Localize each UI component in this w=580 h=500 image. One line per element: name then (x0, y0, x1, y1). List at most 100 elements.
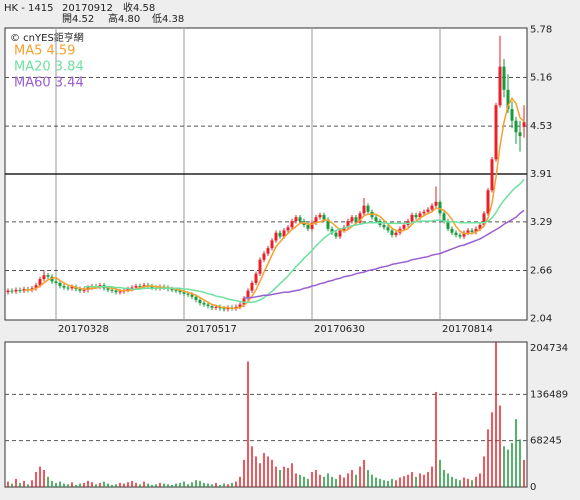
ma-line (84, 178, 525, 303)
candle-body (506, 89, 510, 110)
candle-body (314, 217, 318, 223)
candle-body (422, 211, 426, 214)
y-tick-label: 2.66 (530, 266, 552, 277)
volume-bar (295, 473, 297, 487)
volume-bar (175, 483, 177, 487)
volume-bar (263, 453, 265, 487)
volume-bar (83, 482, 85, 487)
candle-body (522, 122, 526, 127)
volume-bar (447, 473, 449, 487)
candle-body (214, 306, 218, 308)
volume-bar (67, 484, 69, 487)
candle-body (462, 232, 466, 237)
candle-body (46, 275, 50, 277)
candle-body (114, 290, 118, 293)
volume-bar (19, 482, 21, 487)
volume-bar (23, 480, 25, 487)
candle-body (186, 293, 190, 295)
candle-body (330, 228, 334, 233)
candle-body (454, 232, 458, 236)
candle-body (518, 132, 522, 137)
candle-body (298, 217, 302, 222)
volume-bar (159, 482, 161, 487)
volume-bar (91, 482, 93, 487)
candle-body (418, 213, 422, 218)
volume-bar (163, 483, 165, 487)
candle-body (178, 290, 182, 293)
volume-bar (291, 463, 293, 487)
candle-body (258, 259, 262, 274)
volume-bar (99, 482, 101, 487)
candle-body (54, 281, 58, 283)
ma-line (243, 209, 525, 300)
candle-body (502, 66, 506, 90)
volume-bar (475, 476, 477, 487)
candle-body (390, 230, 394, 236)
candle-body (66, 287, 70, 289)
low: 低4.38 (152, 12, 184, 25)
candle-body (490, 159, 494, 191)
volume-bar (455, 478, 457, 487)
volume-bar (187, 484, 189, 487)
candle-body (458, 235, 462, 237)
volume-bar (323, 476, 325, 487)
volume-bar (435, 391, 437, 487)
candle-body (174, 289, 178, 291)
volume-bar (235, 481, 237, 487)
y-tick-label: 3.91 (530, 169, 552, 180)
candle-body (238, 304, 242, 307)
volume-bar (199, 480, 201, 487)
volume-bar (7, 481, 9, 487)
volume-bar (515, 419, 517, 487)
candle-body (118, 291, 122, 293)
volume-bar (299, 474, 301, 487)
candle-body (150, 286, 154, 288)
candle-body (226, 307, 230, 310)
volume-panel (4, 341, 528, 488)
volume-bar (391, 478, 393, 487)
candle-body (134, 286, 138, 288)
volume-bar (379, 478, 381, 487)
volume-bar (215, 482, 217, 487)
volume-bar (195, 480, 197, 487)
candle-body (254, 273, 258, 283)
volume-bar (131, 480, 133, 487)
volume-bar (255, 456, 257, 487)
candle-body (438, 201, 442, 214)
date: 20170912 (62, 3, 113, 14)
volume-bar (403, 476, 405, 487)
volume-bar (227, 484, 229, 487)
candle-body (206, 304, 210, 307)
volume-bar (111, 484, 113, 487)
candle-body (278, 232, 282, 237)
candle-body (222, 308, 226, 310)
volume-bar (395, 480, 397, 487)
candle-body (306, 224, 310, 229)
candle-body (82, 289, 86, 291)
volume-bar (115, 484, 117, 487)
candle-body (322, 214, 326, 220)
candle-body (310, 222, 314, 229)
candle-body (282, 230, 286, 237)
volume-bar (143, 481, 145, 487)
volume-bar (155, 484, 157, 487)
candle-body (70, 286, 74, 289)
candle-body (190, 294, 194, 297)
volume-bar (279, 470, 281, 487)
volume-bar (31, 480, 33, 487)
candle-body (138, 286, 142, 288)
volume-bar (383, 480, 385, 487)
volume-bar (499, 405, 501, 487)
candle-body (434, 201, 438, 206)
volume-bar (63, 483, 65, 487)
volume-bar (411, 472, 413, 487)
candle-body (358, 213, 362, 223)
volume-bar (247, 361, 249, 487)
volume-bar (47, 476, 49, 487)
candle-body (394, 232, 398, 236)
candle-body (374, 217, 378, 222)
volume-bar (487, 429, 489, 487)
volume-bar (71, 482, 73, 487)
candle-body (290, 221, 294, 228)
candle-body (210, 306, 214, 308)
